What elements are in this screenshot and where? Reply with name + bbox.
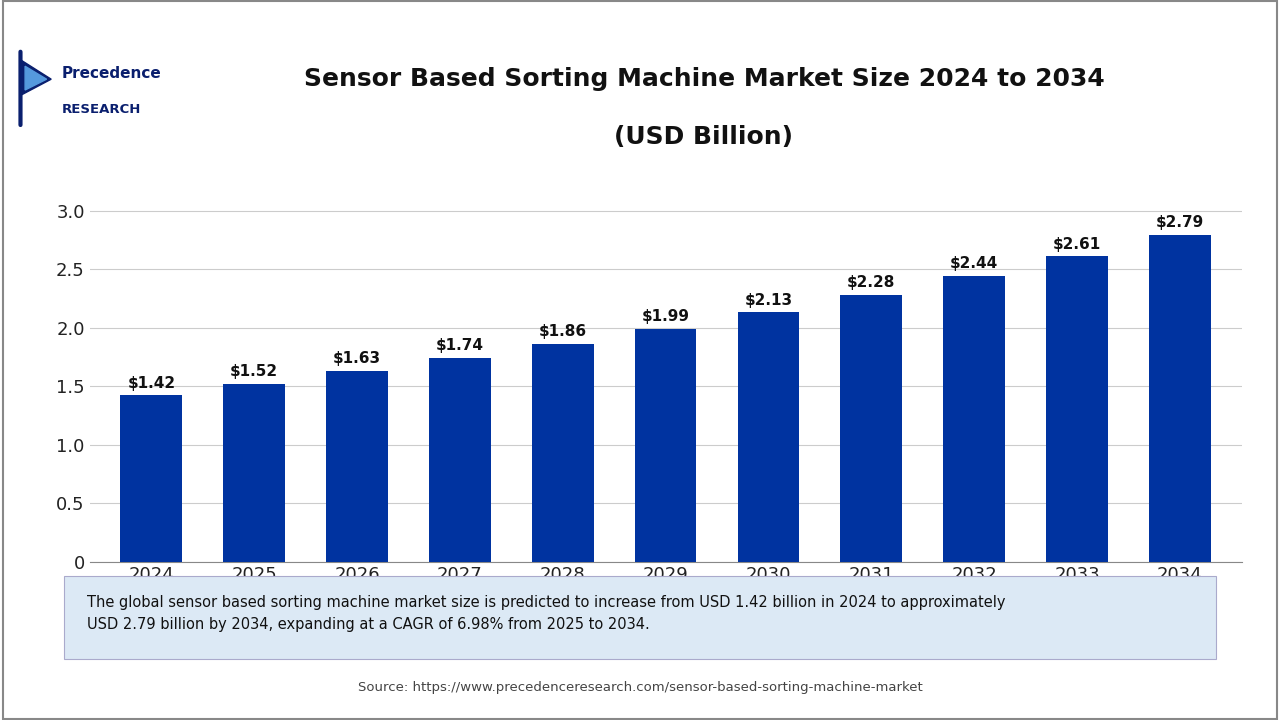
Text: Source: https://www.precedenceresearch.com/sensor-based-sorting-machine-market: Source: https://www.precedenceresearch.c… — [357, 681, 923, 694]
Bar — [737, 312, 799, 562]
FancyBboxPatch shape — [64, 576, 1216, 659]
Text: The global sensor based sorting machine market size is predicted to increase fro: The global sensor based sorting machine … — [87, 595, 1006, 632]
Bar — [223, 384, 285, 562]
Bar — [1046, 256, 1108, 562]
Text: $1.63: $1.63 — [333, 351, 381, 366]
Bar — [326, 371, 388, 562]
Text: $1.86: $1.86 — [539, 324, 586, 339]
Polygon shape — [26, 66, 46, 90]
Text: $1.99: $1.99 — [641, 309, 690, 324]
Text: $2.44: $2.44 — [950, 256, 998, 271]
Bar — [120, 395, 182, 562]
Text: $1.74: $1.74 — [436, 338, 484, 354]
Text: Precedence: Precedence — [61, 66, 161, 81]
Text: RESEARCH: RESEARCH — [61, 103, 141, 116]
Bar — [429, 358, 490, 562]
Text: Sensor Based Sorting Machine Market Size 2024 to 2034: Sensor Based Sorting Machine Market Size… — [303, 67, 1105, 91]
Bar — [635, 329, 696, 562]
Bar — [532, 344, 594, 562]
Polygon shape — [20, 60, 51, 95]
Text: $2.13: $2.13 — [745, 293, 792, 307]
Text: $2.61: $2.61 — [1053, 237, 1101, 251]
Bar — [841, 295, 902, 562]
Text: $2.28: $2.28 — [847, 275, 896, 290]
Text: (USD Billion): (USD Billion) — [614, 125, 794, 149]
Text: $1.52: $1.52 — [230, 364, 278, 379]
Text: $2.79: $2.79 — [1156, 215, 1204, 230]
Bar — [1149, 235, 1211, 562]
Bar — [943, 276, 1005, 562]
Text: $1.42: $1.42 — [127, 376, 175, 391]
